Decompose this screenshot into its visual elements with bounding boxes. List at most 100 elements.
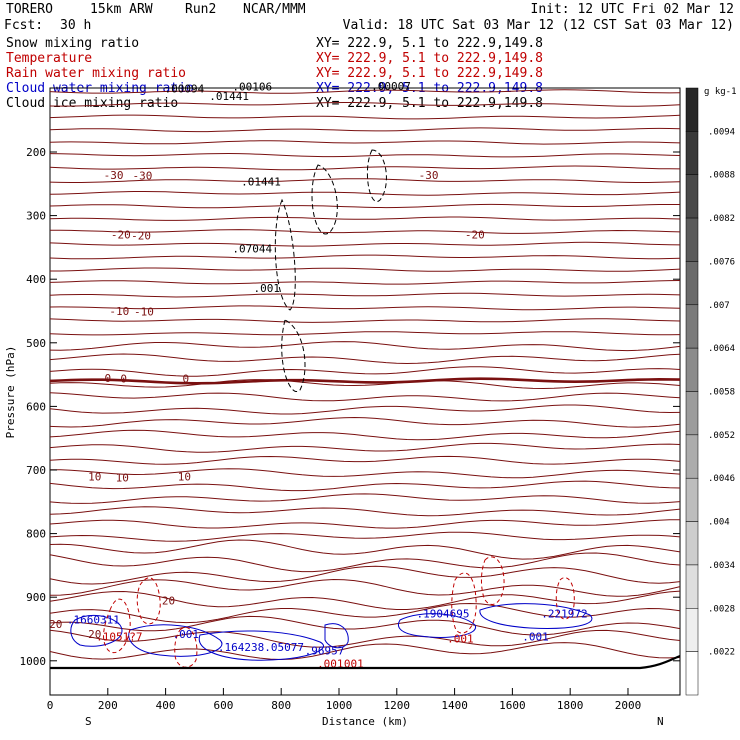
- value-label: .001: [253, 282, 280, 295]
- colorbar-swatch: [685, 217, 699, 262]
- legend-name-rain: Rain water mixing ratio: [6, 66, 186, 81]
- model-name: TORERO: [6, 2, 53, 17]
- temperature-label: 10: [88, 470, 101, 483]
- init-time: Init: 12 UTC Fri 02 Mar 12: [531, 2, 735, 17]
- legend-xy-cloud-ice: XY= 222.9, 5.1 to 222.9,149.8: [316, 96, 543, 111]
- temperature-contour: [49, 89, 681, 94]
- y-tick-label: 700: [26, 464, 46, 477]
- legend-xy-snow: XY= 222.9, 5.1 to 222.9,149.8: [316, 36, 543, 51]
- temperature-contour: [49, 140, 681, 145]
- x-tick-label: 800: [271, 699, 291, 712]
- organization: NCAR/MMM: [243, 2, 306, 17]
- rain-water-contour: [451, 572, 477, 634]
- temperature-contour: [49, 241, 681, 247]
- terrain-line: [50, 654, 681, 670]
- temperature-label: -30: [419, 169, 439, 182]
- colorbar-tick-label: .0088: [708, 171, 735, 181]
- colorbar-swatch: [685, 434, 699, 479]
- colorbar-tick-label: .0064: [708, 344, 735, 354]
- temperature-contour: [49, 416, 681, 428]
- temperature-contour: [49, 366, 681, 377]
- south-end-label: S: [85, 715, 92, 728]
- y-tick-label: 1000: [20, 655, 47, 668]
- temperature-contour: [49, 506, 681, 517]
- colorbar-tick-label: .0082: [708, 214, 735, 224]
- temperature-label: 0: [104, 372, 111, 385]
- grid-spacing: 15km ARW: [90, 2, 153, 17]
- temperature-contour: [49, 578, 681, 597]
- temperature-label: 20: [88, 628, 101, 641]
- colorbar-swatch: [685, 521, 699, 566]
- x-tick-label: 1600: [499, 699, 526, 712]
- legend-name-temperature: Temperature: [6, 51, 92, 66]
- temperature-label: -20: [111, 229, 131, 242]
- temperature-contour: [49, 280, 681, 285]
- temperature-label: -10: [109, 305, 129, 318]
- temperature-contour: [49, 552, 681, 573]
- colorbar-swatch: [685, 261, 699, 306]
- y-tick-label: 900: [26, 591, 46, 604]
- value-label: .1904695: [417, 608, 470, 621]
- x-axis: 0 200 400 600 800 1000 1200 1400 1600 1800 2000: [47, 688, 642, 712]
- value-label: .221972: [541, 608, 587, 621]
- cloud-ice-contour: [311, 164, 338, 235]
- temperature-label: 0: [183, 372, 190, 385]
- temperature-contour: [49, 178, 681, 183]
- value-label: .1051?7: [96, 631, 142, 644]
- value-labels: .01441 .01441 .07044 .001 .00094 .00106 .00007…: [67, 80, 588, 670]
- colorbar-tick-label: .0046: [708, 474, 735, 484]
- x-tick-label: 2000: [615, 699, 642, 712]
- cloud-water-contour: [324, 623, 349, 649]
- valid-time: Valid: 18 UTC Sat 03 Mar 12 (12 CST Sat …: [343, 18, 734, 33]
- x-tick-label: 1000: [326, 699, 353, 712]
- temperature-contour: [49, 191, 681, 196]
- cloud-ice-contour: [274, 198, 296, 311]
- temperature-contour: [49, 429, 681, 441]
- hydrometeor-contours: [70, 149, 593, 668]
- y-tick-label: 800: [26, 528, 46, 541]
- legend-xy-rain: XY= 222.9, 5.1 to 222.9,149.8: [316, 66, 543, 81]
- temperature-contour: [49, 203, 680, 209]
- temperature-contour: [49, 114, 681, 120]
- y-axis-title: Pressure (hPa): [4, 346, 17, 439]
- temperature-contour: [49, 292, 681, 298]
- temperature-label: -30: [104, 169, 124, 182]
- value-label: .00106: [232, 80, 272, 93]
- value-label: .164238.05077: [218, 641, 304, 654]
- colorbar-tick-label: .0022: [708, 648, 735, 658]
- temperature-contour: [49, 442, 681, 453]
- temperature-contour: [49, 565, 681, 585]
- temperature-contour: [49, 165, 681, 171]
- temperature-contour: [49, 531, 681, 542]
- temperature-contour: [49, 305, 681, 311]
- colorbar-swatch: [685, 304, 699, 349]
- cloud-ice-contour: [281, 319, 306, 393]
- colorbar-swatch: [685, 174, 699, 219]
- colorbar-tick-label: .0052: [708, 431, 735, 441]
- legend-name-cloud-ice: Cloud ice mixing ratio: [6, 96, 178, 111]
- temperature-contour: [49, 331, 681, 336]
- cloud-water-contour: [397, 613, 476, 638]
- temperature-contour: [49, 353, 681, 365]
- cloud-water-contour: [479, 603, 593, 629]
- colorbar-swatch: [685, 131, 699, 175]
- temperature-contour: [49, 254, 681, 260]
- temperature-contour: [49, 519, 680, 529]
- x-tick-label: 1400: [441, 699, 468, 712]
- temperature-contour: [49, 318, 681, 323]
- value-label: .001: [173, 628, 200, 641]
- temperature-contour: [49, 629, 681, 648]
- x-tick-label: 1200: [384, 699, 411, 712]
- value-label: .1660311: [67, 613, 120, 626]
- x-tick-label: 400: [156, 699, 176, 712]
- colorbar-tick-label: .0058: [708, 388, 735, 398]
- colorbar-swatch: [685, 651, 699, 696]
- temperature-label: 20: [49, 618, 62, 631]
- fcst-label: Fcst:: [4, 18, 43, 33]
- temperature-contour: [49, 602, 681, 624]
- run-label: Run2: [185, 2, 216, 17]
- x-tick-label: 1800: [557, 699, 584, 712]
- colorbar-swatch: [685, 477, 699, 522]
